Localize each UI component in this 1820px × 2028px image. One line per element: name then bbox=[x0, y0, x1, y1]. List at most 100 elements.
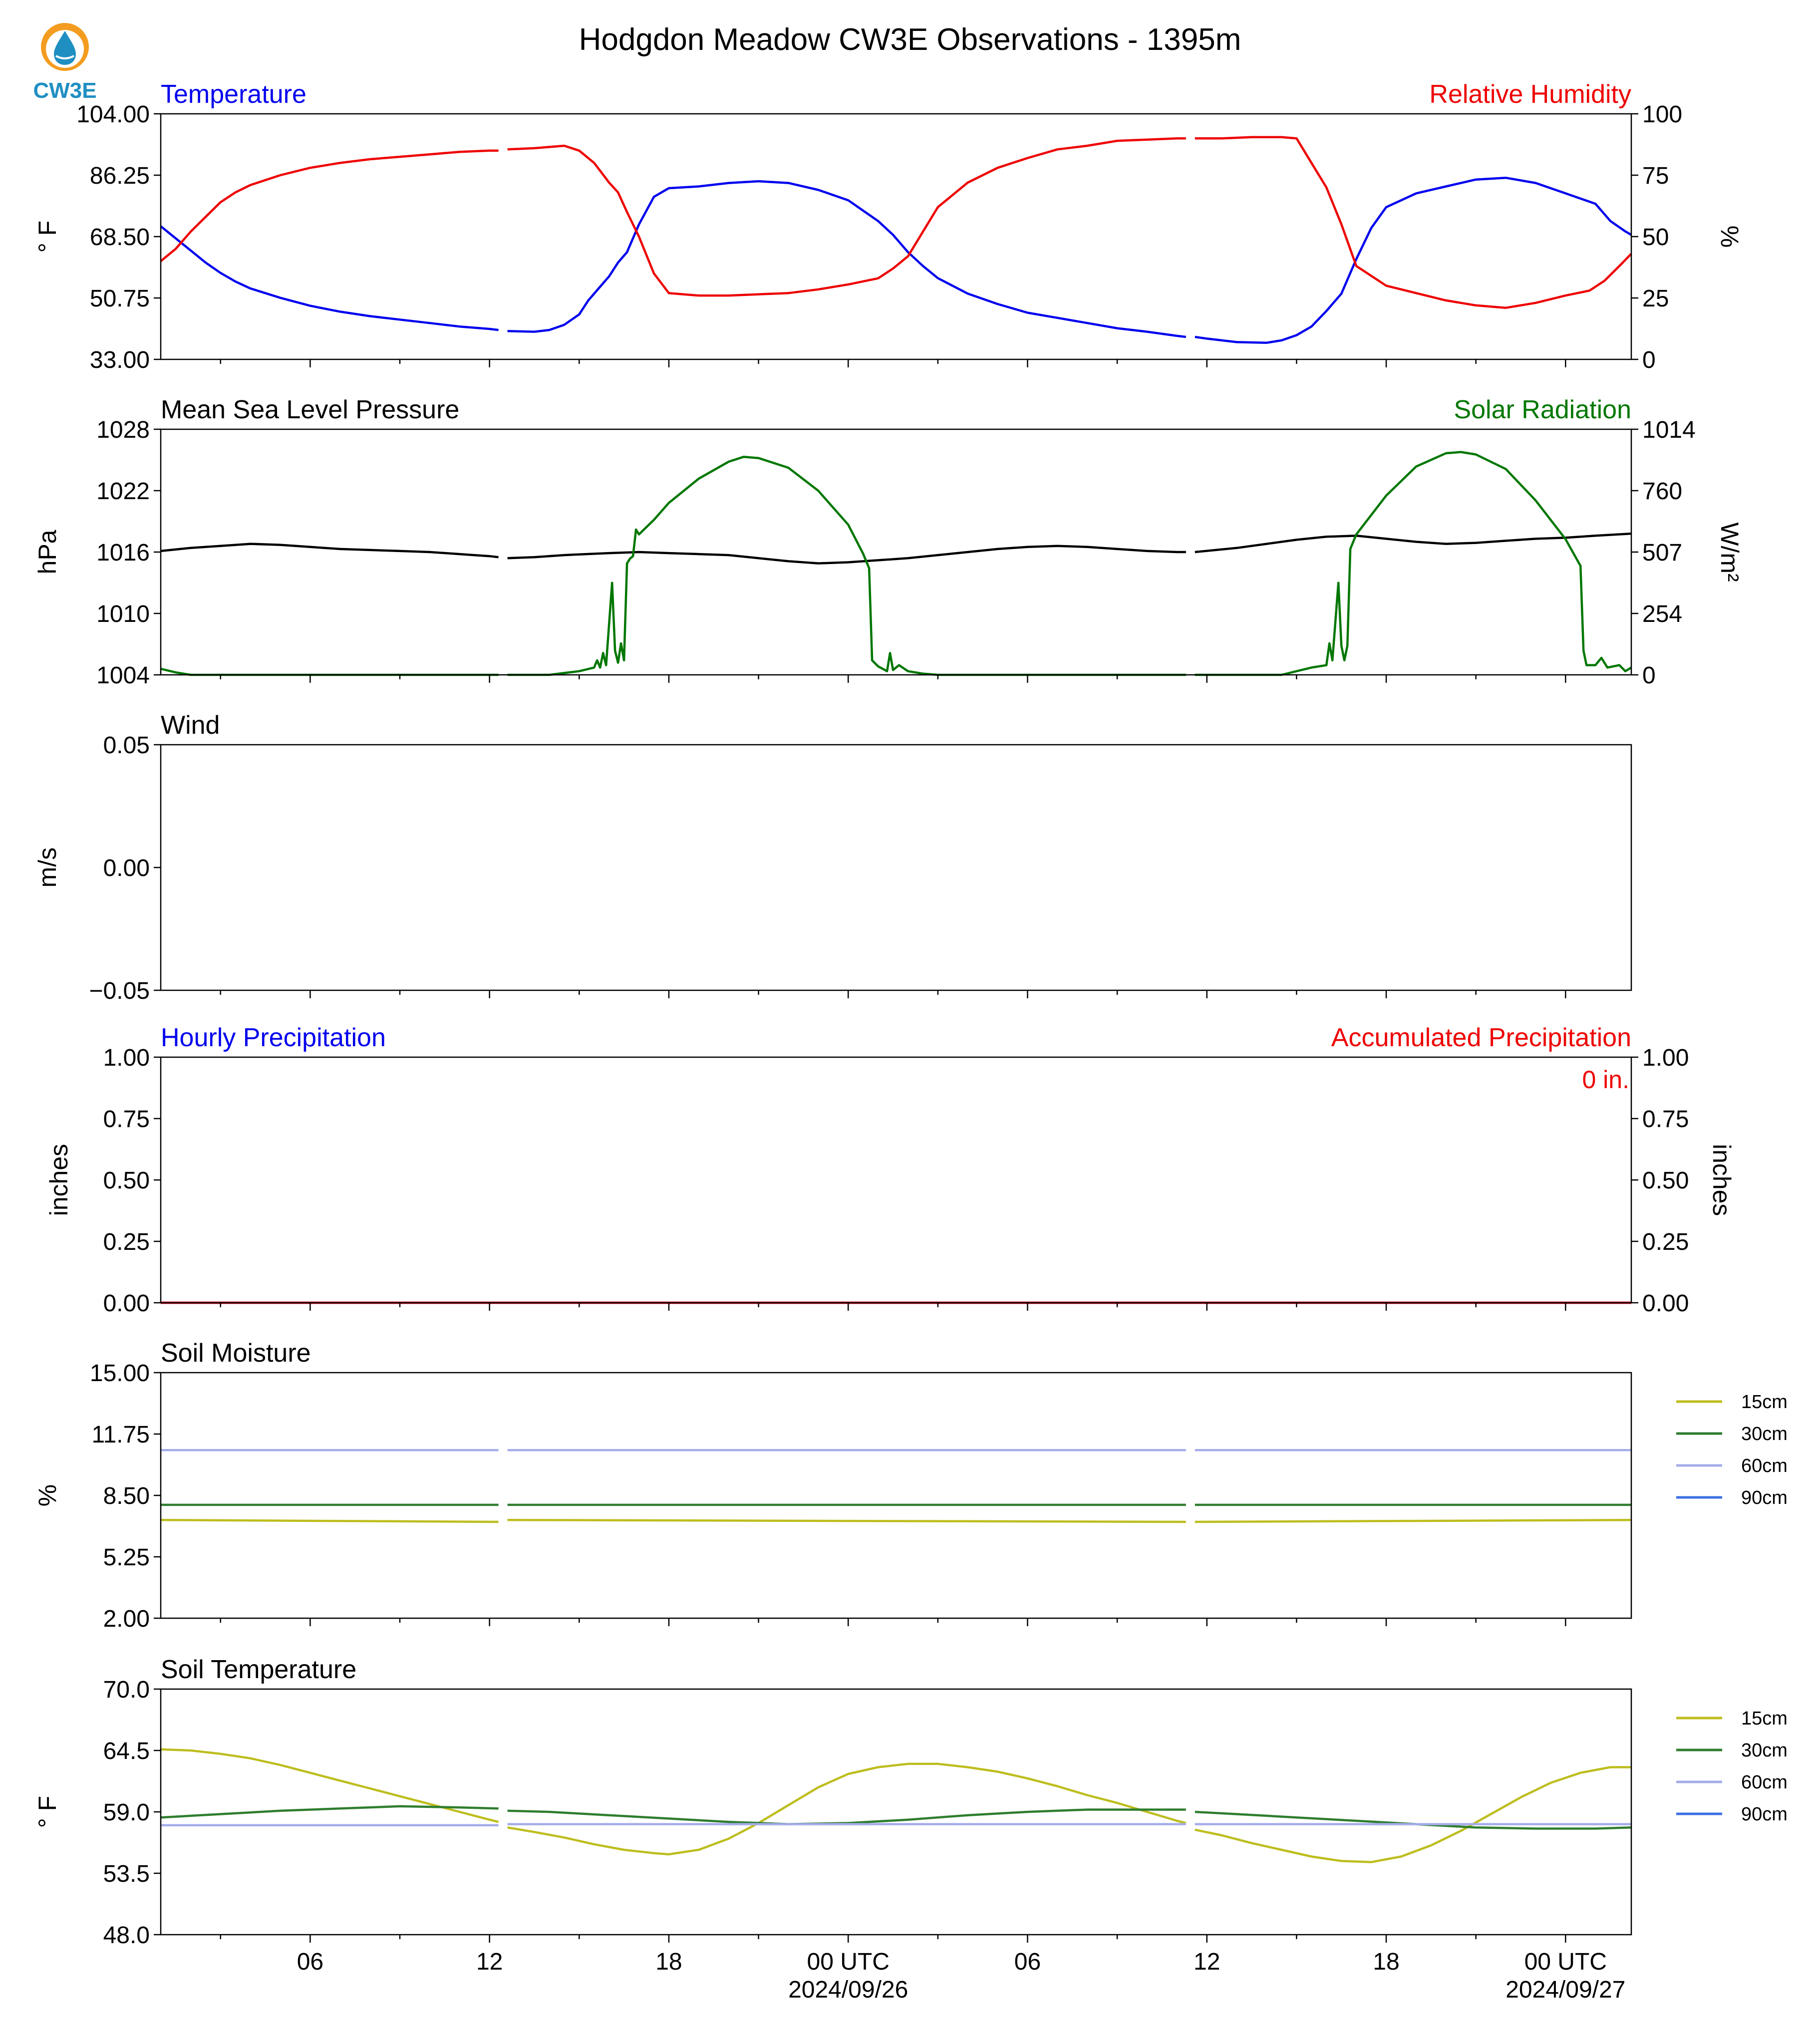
y-axis-label-left: ° F bbox=[33, 1796, 61, 1828]
y-tick-label-left: 33.00 bbox=[90, 347, 150, 373]
y-tick-label-left: 59.0 bbox=[103, 1799, 150, 1826]
logo-wave-icon bbox=[55, 55, 74, 59]
y-tick-label-left: 0.00 bbox=[103, 855, 150, 881]
x-date-label: 2024/09/26 bbox=[788, 1977, 908, 2003]
y-tick-label-right: 25 bbox=[1642, 286, 1669, 312]
legend-label: 90cm bbox=[1741, 1487, 1788, 1508]
y-tick-label-left: 1004 bbox=[96, 662, 150, 689]
legend-label: 15cm bbox=[1741, 1708, 1788, 1729]
legend-label: 15cm bbox=[1741, 1392, 1788, 1413]
y-tick-label-left: 48.0 bbox=[103, 1922, 150, 1949]
y-tick-label-left: 86.25 bbox=[90, 163, 150, 189]
y-tick-label-left: 8.50 bbox=[103, 1483, 150, 1509]
y-axis-label-left: ° F bbox=[33, 221, 61, 253]
y-tick-label-left: 0.00 bbox=[103, 1290, 150, 1317]
legend-label: 60cm bbox=[1741, 1455, 1788, 1476]
y-tick-label-right: 0 bbox=[1642, 662, 1656, 689]
y-tick-label-right: 100 bbox=[1642, 101, 1682, 128]
series-line-soil_moisture-0 bbox=[160, 1518, 1632, 1523]
panel-title-left: Soil Temperature bbox=[161, 1655, 356, 1684]
panel-wind: 0.05 0.00 −0.05 Wind m/s bbox=[33, 711, 1632, 1004]
y-tick-label-left: 0.75 bbox=[103, 1106, 150, 1133]
y-axis-label-left: m/s bbox=[33, 848, 61, 888]
y-tick-label-left: −0.05 bbox=[89, 978, 150, 1004]
panel-temp_rh: 104.00 86.25 68.50 50.75 33.00 100 75 50 25 0 Temp… bbox=[33, 80, 1744, 373]
panel-title-left: Soil Moisture bbox=[161, 1339, 311, 1368]
y-axis-label-left: hPa bbox=[33, 530, 61, 574]
x-tick-label: 00 UTC bbox=[1524, 1949, 1607, 1975]
legend-label: 90cm bbox=[1741, 1804, 1788, 1825]
series-line-temp_rh-1 bbox=[160, 136, 1632, 309]
y-tick-label-left: 64.5 bbox=[103, 1738, 150, 1764]
y-tick-label-right: 75 bbox=[1642, 163, 1669, 189]
y-tick-label-left: 104.00 bbox=[76, 101, 150, 128]
y-axis-label-left: inches bbox=[45, 1144, 73, 1216]
y-tick-label-left: 0.25 bbox=[103, 1229, 150, 1255]
y-tick-label-left: 2.00 bbox=[103, 1606, 150, 1632]
y-tick-label-left: 0.50 bbox=[103, 1167, 150, 1194]
y-tick-label-left: 50.75 bbox=[90, 286, 150, 312]
y-tick-label-right: 1014 bbox=[1642, 417, 1696, 443]
y-tick-label-right: 507 bbox=[1642, 540, 1682, 566]
legend-label: 60cm bbox=[1741, 1772, 1788, 1793]
accumulated-total-annotation: 0 in. bbox=[1582, 1066, 1629, 1094]
y-tick-label-left: 1010 bbox=[96, 601, 150, 627]
panel-precip: 1.00 0.75 0.50 0.25 0.00 1.00 0.75 0.50 0.25 0.00… bbox=[45, 1023, 1736, 1317]
y-tick-label-left: 1022 bbox=[96, 478, 150, 505]
y-axis-label-right: inches bbox=[1708, 1144, 1736, 1216]
panel-title-right: Relative Humidity bbox=[1429, 80, 1631, 109]
panel-title-left: Wind bbox=[161, 711, 220, 740]
y-axis-label-left: % bbox=[33, 1484, 61, 1506]
panel-soil_moisture: 15.00 11.75 8.50 5.25 2.00 Soil Moisture% 15cm… bbox=[33, 1339, 1788, 1632]
water-drop-icon bbox=[54, 31, 76, 65]
panel-slp_solar: 1028 1022 1016 1010 1004 1014 760 507 254 0 Mean S… bbox=[33, 395, 1744, 689]
y-tick-label-left: 11.75 bbox=[91, 1422, 150, 1448]
y-tick-label-left: 53.5 bbox=[103, 1861, 150, 1887]
legend-label: 30cm bbox=[1741, 1740, 1788, 1761]
x-date-label: 2024/09/27 bbox=[1506, 1977, 1625, 2003]
y-tick-label-right: 0.50 bbox=[1642, 1167, 1689, 1194]
y-tick-label-right: 0.75 bbox=[1642, 1106, 1689, 1133]
y-tick-label-right: 0.00 bbox=[1642, 1290, 1689, 1317]
y-tick-label-left: 15.00 bbox=[90, 1360, 150, 1387]
y-tick-label-right: 760 bbox=[1642, 478, 1682, 505]
series-line-soil_temp-2 bbox=[161, 1823, 1631, 1827]
legend-soil_temp: 15cm 30cm 60cm 90cm bbox=[1676, 1708, 1788, 1825]
x-tick-label: 12 bbox=[476, 1949, 503, 1975]
logo-text: CW3E bbox=[33, 78, 96, 103]
y-tick-label-left: 1016 bbox=[96, 540, 150, 566]
series-line-temp_rh-0 bbox=[160, 176, 1632, 344]
y-tick-label-left: 0.05 bbox=[103, 732, 150, 759]
figure-title: Hodgdon Meadow CW3E Observations - 1395m bbox=[579, 22, 1241, 57]
cw3e-logo: CW3E bbox=[33, 23, 97, 103]
panels: 104.00 86.25 68.50 50.75 33.00 100 75 50 25 0 Temp… bbox=[33, 80, 1788, 1949]
panel-soil_temp: 70.0 64.5 59.0 53.5 48.0 Soil Temperature ° F 1… bbox=[33, 1655, 1788, 1949]
panel-title-left: Temperature bbox=[161, 80, 306, 109]
y-tick-label-right: 1.00 bbox=[1642, 1045, 1689, 1071]
y-axis-label-right: W/m² bbox=[1716, 522, 1744, 581]
x-tick-label: 18 bbox=[655, 1949, 682, 1975]
y-tick-label-left: 68.50 bbox=[90, 224, 150, 251]
y-tick-label-right: 0 bbox=[1642, 347, 1656, 373]
x-tick-label: 00 UTC bbox=[807, 1949, 890, 1975]
y-tick-label-left: 70.0 bbox=[103, 1677, 150, 1703]
y-tick-label-left: 1.00 bbox=[103, 1045, 150, 1071]
panel-title-right: Accumulated Precipitation bbox=[1331, 1023, 1631, 1052]
panel-title-left: Hourly Precipitation bbox=[161, 1023, 386, 1052]
x-tick-label: 06 bbox=[1014, 1949, 1041, 1975]
series-line-soil_temp-0 bbox=[160, 1748, 1631, 1863]
y-tick-label-left: 1028 bbox=[96, 417, 150, 443]
x-tick-label: 18 bbox=[1373, 1949, 1399, 1975]
x-tick-label: 06 bbox=[297, 1949, 323, 1975]
panel-title-left: Mean Sea Level Pressure bbox=[161, 395, 459, 424]
y-tick-label-right: 254 bbox=[1642, 601, 1682, 627]
x-tick-label: 12 bbox=[1194, 1949, 1220, 1975]
y-tick-label-left: 5.25 bbox=[103, 1544, 150, 1571]
y-tick-label-right: 50 bbox=[1642, 224, 1669, 251]
y-tick-label-right: 0.25 bbox=[1642, 1229, 1689, 1255]
legend-soil_moisture: 15cm 30cm 60cm 90cm bbox=[1676, 1392, 1788, 1508]
panel-title-right: Solar Radiation bbox=[1454, 395, 1631, 424]
